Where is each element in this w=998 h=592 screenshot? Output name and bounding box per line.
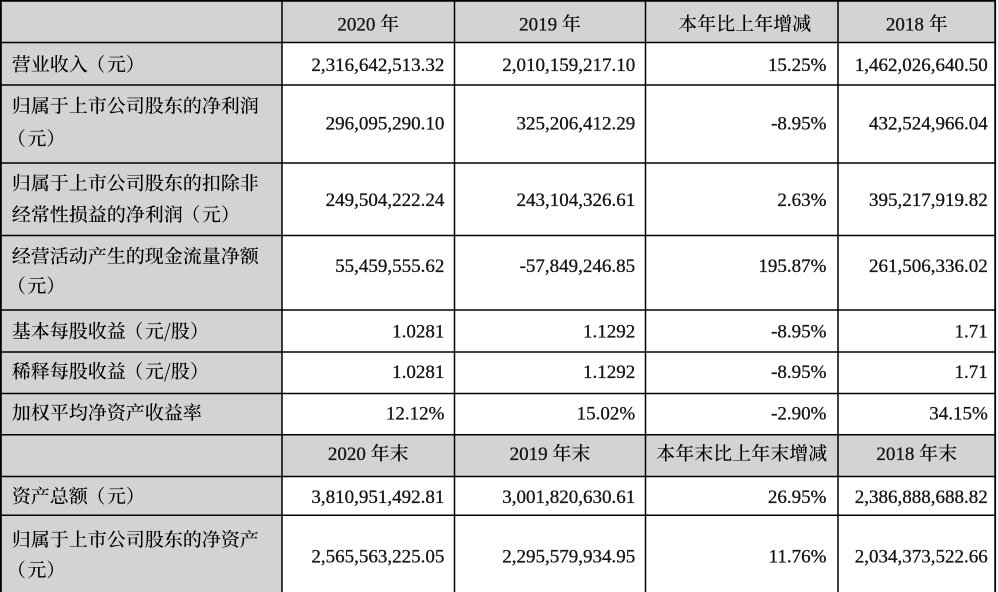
svg-text:-2.90%: -2.90%: [771, 403, 827, 424]
svg-text:2.63%: 2.63%: [777, 190, 826, 211]
svg-text:2,010,159,217.10: 2,010,159,217.10: [502, 55, 635, 76]
svg-text:2,565,563,225.05: 2,565,563,225.05: [311, 547, 444, 568]
svg-text:2019: 2019: [519, 14, 557, 35]
svg-text:-8.95%: -8.95%: [771, 362, 827, 383]
svg-text:2018: 2018: [876, 444, 914, 465]
svg-text:15.02%: 15.02%: [577, 403, 636, 424]
svg-text:-57,849,246.85: -57,849,246.85: [520, 256, 636, 277]
svg-text:261,506,336.02: 261,506,336.02: [869, 256, 988, 277]
svg-text:432,524,966.04: 432,524,966.04: [869, 114, 988, 135]
svg-text:2020: 2020: [328, 444, 366, 465]
svg-text:1,462,026,640.50: 1,462,026,640.50: [855, 55, 988, 76]
svg-text:3,810,951,492.81: 3,810,951,492.81: [311, 487, 444, 508]
svg-text:2,034,373,522.66: 2,034,373,522.66: [855, 547, 988, 568]
svg-text:-8.95%: -8.95%: [771, 322, 827, 343]
svg-text:296,095,290.10: 296,095,290.10: [326, 114, 445, 135]
svg-text:195.87%: 195.87%: [758, 256, 826, 277]
svg-text:1.71: 1.71: [955, 322, 988, 343]
svg-text:1.0281: 1.0281: [392, 322, 444, 343]
svg-text:2019: 2019: [510, 444, 548, 465]
svg-text:55,459,555.62: 55,459,555.62: [335, 256, 444, 277]
svg-text:2020: 2020: [337, 14, 375, 35]
svg-text:12.12%: 12.12%: [386, 403, 445, 424]
svg-text:-8.95%: -8.95%: [771, 114, 827, 135]
svg-text:1.1292: 1.1292: [583, 362, 635, 383]
svg-text:26.95%: 26.95%: [768, 487, 827, 508]
svg-text:2,386,888,688.82: 2,386,888,688.82: [855, 487, 988, 508]
svg-text:243,104,326.61: 243,104,326.61: [516, 190, 635, 211]
svg-text:1.71: 1.71: [955, 362, 988, 383]
svg-text:395,217,919.82: 395,217,919.82: [869, 190, 988, 211]
svg-text:249,504,222.24: 249,504,222.24: [326, 190, 445, 211]
svg-text:325,206,412.29: 325,206,412.29: [516, 114, 635, 135]
svg-text:2,316,642,513.32: 2,316,642,513.32: [311, 55, 444, 76]
svg-text:2,295,579,934.95: 2,295,579,934.95: [502, 547, 635, 568]
svg-text:2018: 2018: [886, 14, 924, 35]
svg-text:1.0281: 1.0281: [392, 362, 444, 383]
svg-text:15.25%: 15.25%: [768, 55, 827, 76]
svg-text:1.1292: 1.1292: [583, 322, 635, 343]
svg-text:11.76%: 11.76%: [769, 547, 827, 568]
svg-text:3,001,820,630.61: 3,001,820,630.61: [502, 487, 635, 508]
svg-text:34.15%: 34.15%: [929, 403, 988, 424]
